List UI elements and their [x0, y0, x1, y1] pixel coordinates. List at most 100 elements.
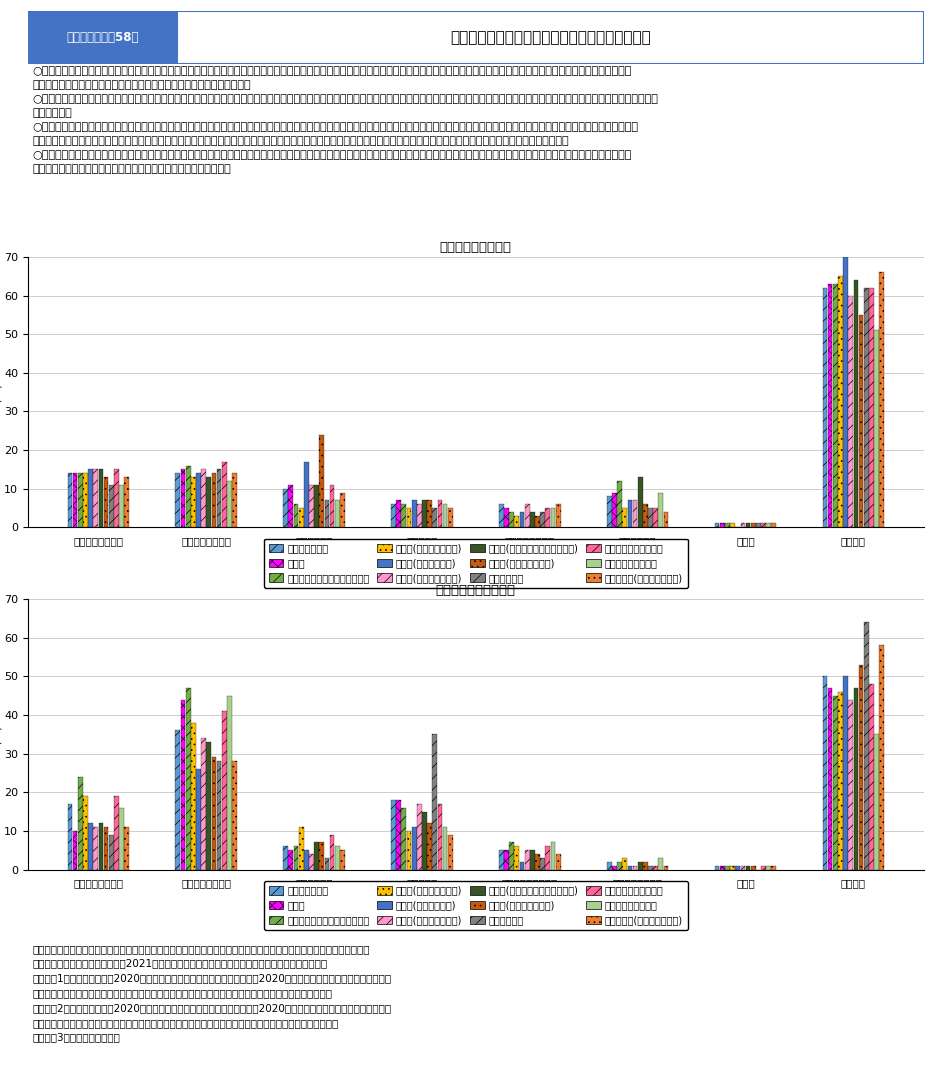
Bar: [556, 504, 561, 528]
Bar: [864, 623, 869, 870]
Bar: [401, 808, 406, 870]
Bar: [858, 315, 863, 528]
Bar: [833, 696, 838, 870]
Bar: [828, 688, 832, 870]
Bar: [720, 523, 725, 528]
Bar: [124, 477, 129, 528]
Bar: [520, 511, 524, 528]
Bar: [772, 523, 776, 528]
Bar: [232, 762, 237, 870]
Bar: [304, 850, 309, 870]
Bar: [854, 688, 858, 870]
Bar: [325, 858, 329, 870]
Bar: [294, 846, 299, 870]
Bar: [633, 865, 637, 870]
Bar: [93, 827, 98, 870]
Bar: [99, 469, 104, 528]
Bar: [206, 477, 211, 528]
Bar: [606, 862, 612, 870]
Bar: [401, 504, 406, 528]
Bar: [422, 501, 427, 528]
Bar: [438, 804, 442, 870]
Bar: [556, 855, 561, 870]
Bar: [314, 843, 319, 870]
Bar: [417, 804, 422, 870]
Bar: [109, 484, 114, 528]
Bar: [335, 846, 340, 870]
Bar: [499, 504, 504, 528]
Bar: [643, 862, 648, 870]
Bar: [659, 493, 663, 528]
Bar: [858, 665, 863, 870]
Bar: [741, 523, 745, 528]
Bar: [340, 850, 345, 870]
Bar: [212, 757, 216, 870]
Bar: [546, 508, 550, 528]
Bar: [67, 804, 73, 870]
Bar: [93, 469, 98, 528]
Bar: [715, 865, 719, 870]
Bar: [509, 511, 514, 528]
Bar: [114, 469, 118, 528]
Bar: [340, 493, 345, 528]
Bar: [848, 296, 853, 528]
Bar: [606, 496, 612, 528]
Bar: [540, 511, 545, 528]
Bar: [191, 723, 196, 870]
Bar: [304, 462, 309, 528]
Bar: [67, 474, 73, 528]
Bar: [288, 850, 293, 870]
Bar: [325, 501, 329, 528]
Bar: [232, 474, 237, 528]
Bar: [536, 516, 540, 528]
Bar: [427, 501, 432, 528]
Bar: [663, 511, 668, 528]
Bar: [751, 523, 756, 528]
Bar: [514, 846, 520, 870]
Bar: [622, 508, 627, 528]
Bar: [196, 474, 201, 528]
Bar: [212, 474, 216, 528]
Text: 資料出所　（独）労働政策研究・研修機構「新型コロナウイルス感染症の感染拡大下における労働者の働き方に関する調
　　　　　査（労働者調査）」（2021年）をもとに: 資料出所 （独）労働政策研究・研修機構「新型コロナウイルス感染症の感染拡大下にお…: [33, 944, 392, 1042]
Bar: [720, 865, 725, 870]
Bar: [99, 823, 104, 870]
Bar: [443, 504, 448, 528]
Bar: [299, 508, 303, 528]
Bar: [550, 508, 555, 528]
Bar: [438, 501, 442, 528]
Bar: [530, 850, 535, 870]
Bar: [432, 735, 438, 870]
Bar: [741, 865, 745, 870]
Bar: [879, 272, 884, 528]
Bar: [109, 835, 114, 870]
Bar: [756, 523, 760, 528]
Bar: [869, 684, 874, 870]
Bar: [181, 469, 186, 528]
Bar: [838, 692, 842, 870]
Bar: [191, 477, 196, 528]
Title: マイナスに働いた要因: マイナスに働いた要因: [436, 584, 516, 597]
Bar: [766, 523, 771, 528]
Bar: [104, 477, 108, 528]
Bar: [175, 474, 180, 528]
Text: 仕事を通じた満足度の変化の要因（労働者調査）: 仕事を通じた満足度の変化の要因（労働者調査）: [450, 30, 650, 45]
Bar: [530, 511, 535, 528]
Bar: [550, 843, 555, 870]
Bar: [612, 865, 617, 870]
Bar: [119, 484, 124, 528]
Bar: [828, 284, 832, 528]
Bar: [114, 796, 118, 870]
Bar: [124, 827, 129, 870]
Bar: [319, 435, 324, 528]
Bar: [833, 284, 838, 528]
Bar: [407, 831, 411, 870]
Bar: [648, 865, 653, 870]
Bar: [284, 846, 288, 870]
Bar: [520, 862, 524, 870]
Bar: [202, 738, 206, 870]
Bar: [216, 762, 221, 870]
Bar: [504, 508, 508, 528]
Bar: [772, 865, 776, 870]
Bar: [751, 865, 756, 870]
Bar: [514, 516, 520, 528]
